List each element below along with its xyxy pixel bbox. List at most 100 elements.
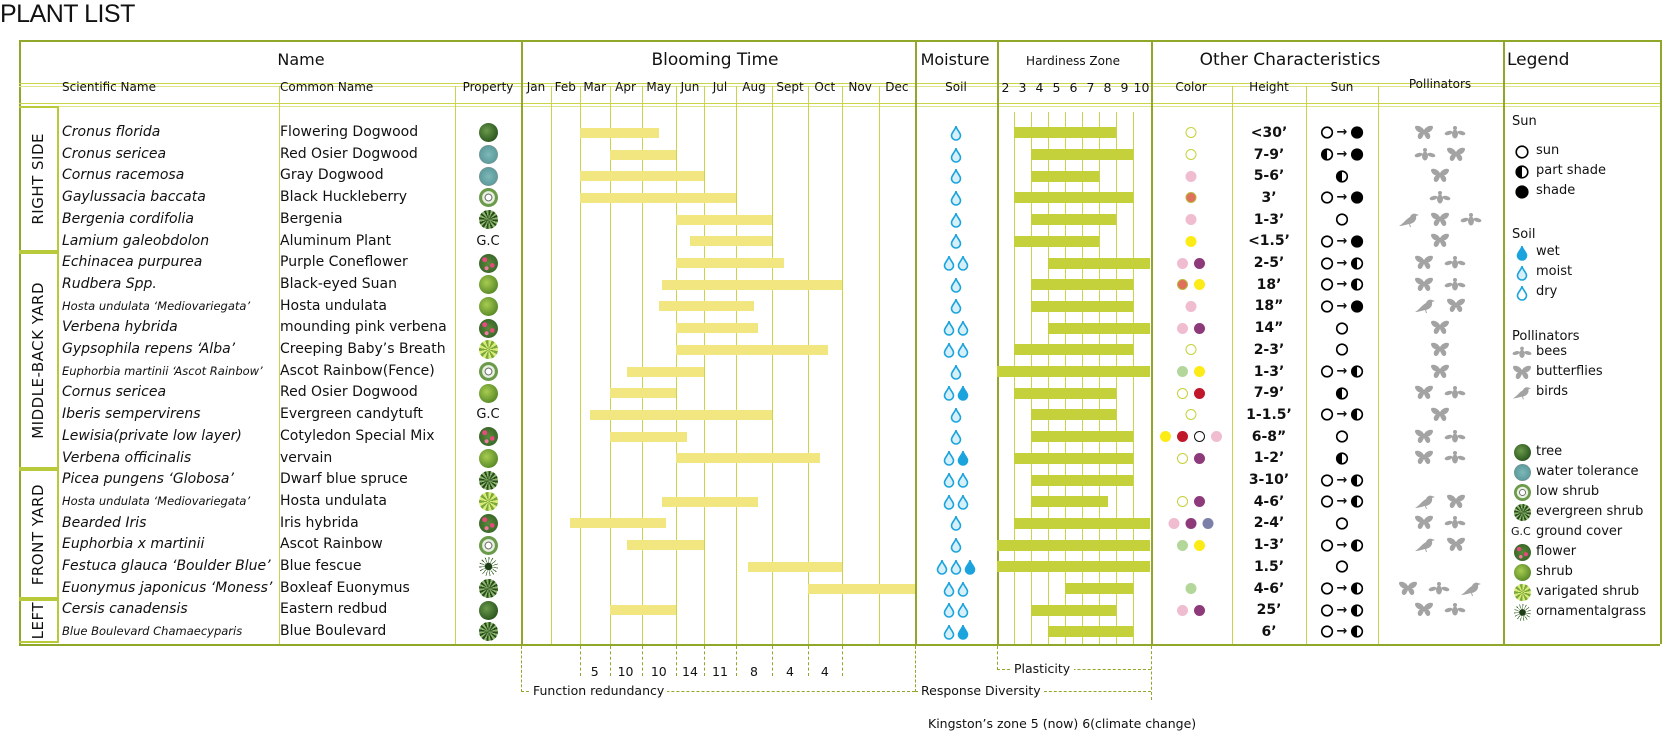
soil-moisture: [950, 363, 962, 385]
soil-moisture: [943, 623, 969, 645]
arrow-icon: →: [1336, 147, 1348, 163]
hardiness-zone-bar: [1014, 452, 1133, 464]
zone-label-5: 5: [1052, 80, 1061, 95]
shade-icon: [1350, 235, 1364, 248]
bloom-bar: [627, 540, 704, 551]
legend-property-label: shrub: [1536, 564, 1573, 579]
soil-moisture: [950, 189, 962, 211]
drop-moist-icon: [943, 320, 955, 340]
page-title: PLANT LIST: [0, 0, 135, 28]
arrow-icon: →: [1336, 233, 1348, 249]
color-swatch-yellow: [1194, 366, 1205, 378]
hardiness-zone-bar: [997, 539, 1150, 551]
common-name: Boxleaf Euonymus: [280, 579, 410, 596]
property-tree-icon: [479, 600, 498, 620]
drop-moist-icon: [943, 494, 955, 514]
scientific-name: Euonymus japonicus ‘Moness’: [62, 579, 273, 596]
legend-bee-icon: [1512, 344, 1532, 362]
hardiness-zone-bar: [1014, 127, 1116, 139]
bloom-bar: [808, 583, 915, 594]
hardiness-zone-bar: [1048, 257, 1150, 269]
drop-moist-icon: [950, 364, 962, 384]
sun-icon: [1320, 278, 1334, 291]
scientific-name: Lewisia(private low layer): [62, 427, 242, 444]
bee-icon: [1444, 255, 1466, 271]
arrow-icon: →: [1336, 624, 1348, 640]
part-icon: [1350, 625, 1364, 639]
kingston-zone-note: Kingston’s zone 5 (now) 6(climate change…: [928, 716, 1197, 731]
count-tick: [736, 646, 737, 676]
hardiness-zone-bar: [1031, 431, 1133, 443]
drop-moist-icon: [950, 407, 962, 427]
plant-height: 25’: [1256, 602, 1282, 619]
color-swatch-outline: [1185, 127, 1197, 139]
bloom-bar: [676, 453, 820, 464]
soil-moisture: [943, 580, 969, 602]
scientific-name: Echinacea purpurea: [62, 254, 203, 271]
flower-colors: [1175, 361, 1207, 383]
arrow-icon: →: [1336, 125, 1348, 141]
scientific-name: Iberis sempervirens: [62, 406, 201, 423]
bloom-bar: [609, 431, 688, 442]
month-gridline: [841, 86, 843, 644]
header-moisture: Moisture: [920, 50, 990, 69]
property-flower-icon: [479, 253, 498, 273]
property-ground-cover-label: G.C: [476, 407, 500, 423]
property-shrub-icon: [479, 296, 498, 316]
sun-requirement: [1335, 556, 1349, 578]
legend-property-label: evergreen shrub: [1536, 504, 1644, 519]
property-low-shrub-icon: [479, 535, 498, 555]
drop-moist-icon: [957, 602, 969, 622]
function-redundancy-bracket: [521, 646, 522, 692]
count-tick: [841, 646, 843, 676]
part-icon: [1350, 582, 1364, 595]
table-right-border: [1660, 40, 1662, 644]
table-bottom-border: [19, 644, 1660, 646]
arrow-icon: →: [1336, 364, 1348, 380]
legend-water-tolerance-icon: [1514, 464, 1531, 481]
common-name: Black-eyed Suan: [280, 275, 397, 292]
shade-icon: [1350, 126, 1364, 139]
zone-label-3: 3: [1018, 80, 1027, 95]
sun-requirement: →: [1320, 122, 1364, 144]
bloom-count-aug: 8: [748, 664, 760, 679]
month-label-nov: Nov: [848, 80, 872, 94]
legend-sun-label: sun: [1536, 143, 1560, 158]
section-divider: [1503, 40, 1505, 644]
bloom-bar: [662, 496, 758, 507]
part-icon: [1350, 408, 1364, 422]
table-left-border: [19, 40, 21, 644]
butterfly-icon: [1414, 429, 1434, 445]
property-shrub-icon: [479, 383, 498, 403]
part-icon: [1335, 170, 1349, 183]
soil-moisture: [950, 298, 962, 320]
plant-height: <30’: [1250, 124, 1288, 141]
soil-moisture: [943, 384, 969, 406]
legend-ground-cover-icon: G.C: [1511, 525, 1531, 538]
sun-icon: [1320, 300, 1334, 313]
part-icon: [1320, 148, 1334, 161]
plant-height: 18”: [1254, 298, 1284, 315]
soil-moisture: [936, 558, 976, 580]
legend-property-label: tree: [1536, 444, 1563, 459]
plant-height: 3-10’: [1248, 472, 1290, 489]
butterfly-icon: [1446, 494, 1466, 510]
zone-gridline: [1082, 112, 1083, 644]
drop-moist-icon: [943, 342, 955, 362]
flower-colors: [1184, 578, 1199, 600]
butterfly-icon: [1414, 277, 1434, 293]
pollinators: [1414, 599, 1466, 621]
color-swatch-white-black: [1194, 431, 1205, 443]
sun-icon: [1320, 365, 1334, 378]
bloom-count-apr: 10: [615, 664, 636, 679]
butterfly-icon: [1446, 147, 1466, 163]
drop-moist-icon: [950, 147, 962, 167]
pollinators: [1414, 448, 1466, 470]
hardiness-zone-bar: [1031, 170, 1099, 182]
bee-icon: [1444, 277, 1466, 293]
scientific-name: Rudbera Spp.: [62, 275, 157, 292]
plant-height: 6-8”: [1251, 428, 1287, 445]
common-name: Hosta undulata: [280, 297, 387, 314]
header-divider: [19, 106, 1660, 107]
pollinators: [1430, 339, 1450, 361]
